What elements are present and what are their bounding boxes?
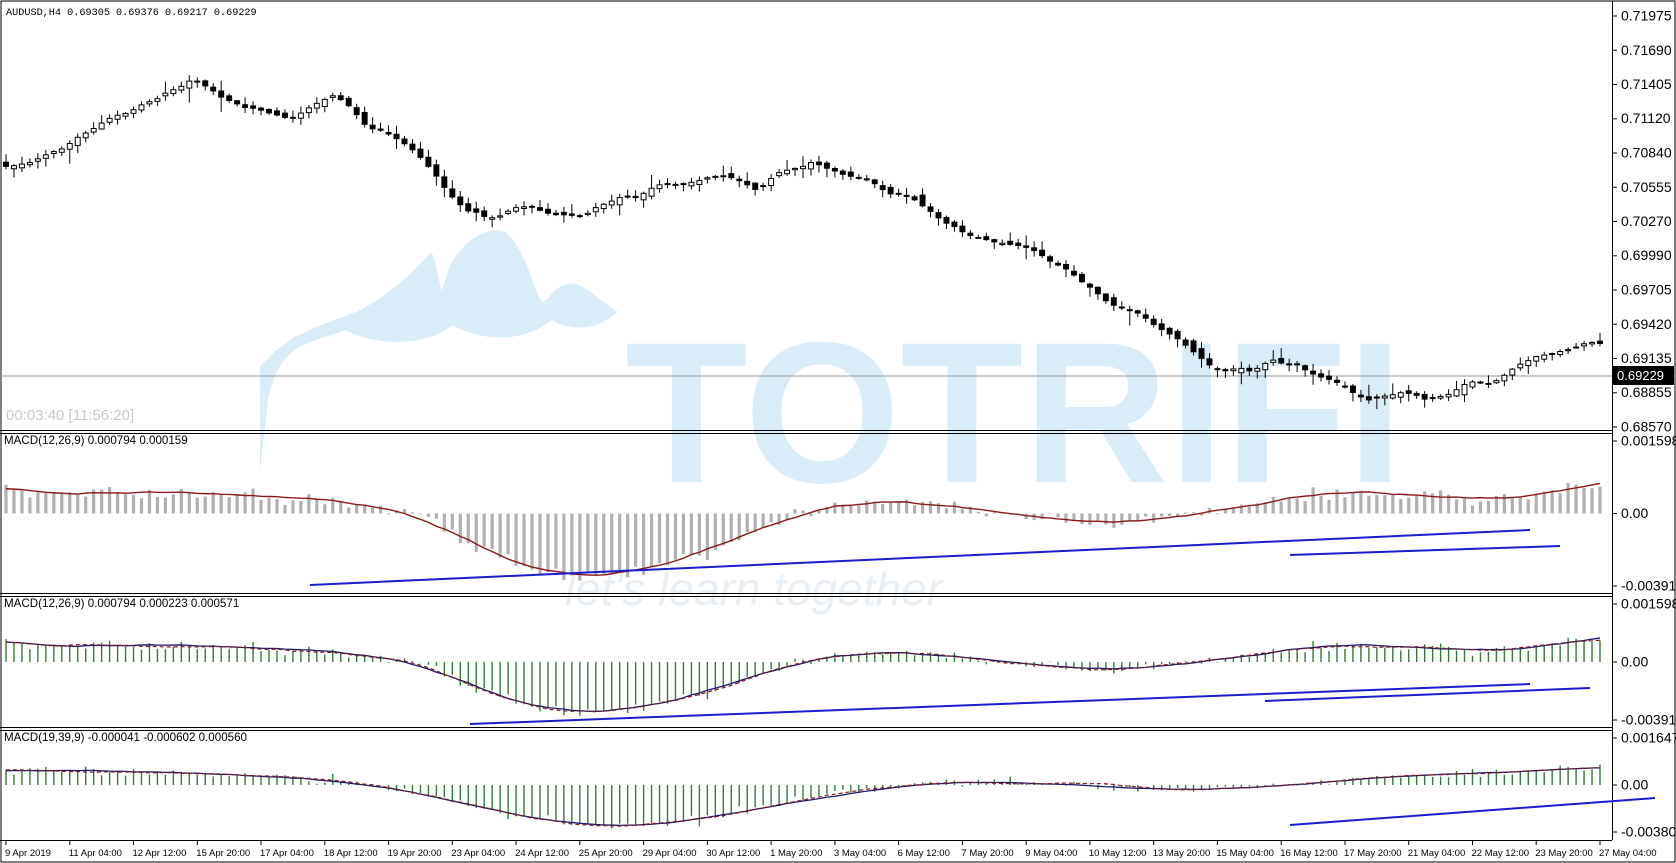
svg-text:24 Apr 12:00: 24 Apr 12:00 (515, 848, 569, 859)
svg-text:0.70840: 0.70840 (1621, 145, 1672, 161)
svg-text:9 May 04:00: 9 May 04:00 (1025, 848, 1077, 859)
svg-text:0.00: 0.00 (1621, 777, 1648, 793)
svg-text:0.001647: 0.001647 (1621, 730, 1676, 746)
svg-text:23 Apr 04:00: 23 Apr 04:00 (451, 848, 505, 859)
svg-text:0.69990: 0.69990 (1621, 247, 1672, 263)
svg-text:11 Apr 04:00: 11 Apr 04:00 (69, 848, 122, 859)
svg-text:13 May 20:00: 13 May 20:00 (1153, 848, 1211, 859)
svg-text:27 May 04:00: 27 May 04:00 (1599, 848, 1657, 859)
svg-text:9 Apr 2019: 9 Apr 2019 (5, 848, 51, 859)
svg-text:MACD(12,26,9) 0.000794 0.00022: MACD(12,26,9) 0.000794 0.000223 0.000571 (4, 597, 239, 610)
svg-text:21 May 04:00: 21 May 04:00 (1408, 848, 1466, 859)
svg-text:10 May 12:00: 10 May 12:00 (1089, 848, 1147, 859)
svg-text:0.70270: 0.70270 (1621, 213, 1672, 229)
svg-text:23 May 20:00: 23 May 20:00 (1535, 848, 1593, 859)
svg-text:1 May 20:00: 1 May 20:00 (770, 848, 822, 859)
svg-text:MACD(12,26,9) 0.000794 0.00015: MACD(12,26,9) 0.000794 0.000159 (4, 434, 188, 447)
svg-text:22 May 12:00: 22 May 12:00 (1472, 848, 1530, 859)
svg-text:00:03:40 [11:56:20]: 00:03:40 [11:56:20] (6, 407, 134, 424)
svg-text:0.71690: 0.71690 (1621, 42, 1672, 58)
svg-text:19 Apr 20:00: 19 Apr 20:00 (388, 848, 442, 859)
svg-text:MACD(19,39,9) -0.000041 -0.000: MACD(19,39,9) -0.000041 -0.000602 0.0005… (4, 731, 247, 744)
svg-text:17 Apr 04:00: 17 Apr 04:00 (260, 848, 314, 859)
svg-text:25 Apr 20:00: 25 Apr 20:00 (579, 848, 633, 859)
svg-text:6 May 12:00: 6 May 12:00 (898, 848, 950, 859)
svg-text:15 May 04:00: 15 May 04:00 (1216, 848, 1274, 859)
svg-text:0.68855: 0.68855 (1621, 384, 1672, 400)
svg-text:0.69420: 0.69420 (1621, 316, 1672, 332)
svg-text:0.71975: 0.71975 (1621, 8, 1672, 24)
svg-text:17 May 20:00: 17 May 20:00 (1344, 848, 1402, 859)
svg-text:0.69229: 0.69229 (1617, 368, 1664, 383)
svg-text:-0.003918: -0.003918 (1621, 578, 1676, 594)
svg-text:0.001598: 0.001598 (1621, 433, 1676, 449)
svg-text:-0.003918: -0.003918 (1621, 712, 1676, 728)
svg-text:0.00: 0.00 (1621, 505, 1648, 521)
svg-text:12 Apr 12:00: 12 Apr 12:00 (133, 848, 187, 859)
svg-text:30 Apr 12:00: 30 Apr 12:00 (706, 848, 760, 859)
svg-text:0.70555: 0.70555 (1621, 179, 1672, 195)
svg-text:AUDUSD,H4 0.69305 0.69376 0.6: AUDUSD,H4 0.69305 0.69376 0.69217 0.6922… (6, 8, 257, 19)
svg-text:29 Apr 04:00: 29 Apr 04:00 (643, 848, 697, 859)
svg-text:7 May 20:00: 7 May 20:00 (961, 848, 1013, 859)
svg-text:0.71405: 0.71405 (1621, 76, 1672, 92)
svg-text:18 Apr 12:00: 18 Apr 12:00 (324, 848, 378, 859)
svg-text:0.71120: 0.71120 (1621, 110, 1671, 126)
svg-text:0.69135: 0.69135 (1621, 350, 1672, 366)
svg-text:0.69705: 0.69705 (1621, 282, 1672, 298)
svg-text:15 Apr 20:00: 15 Apr 20:00 (196, 848, 250, 859)
svg-text:0.00: 0.00 (1621, 654, 1648, 670)
svg-text:-0.003805: -0.003805 (1621, 824, 1676, 840)
svg-text:16 May 12:00: 16 May 12:00 (1280, 848, 1338, 859)
svg-text:3 May 04:00: 3 May 04:00 (834, 848, 886, 859)
svg-text:TOTRIFI: TOTRIFI (625, 300, 1403, 525)
svg-text:0.001598: 0.001598 (1621, 596, 1676, 612)
